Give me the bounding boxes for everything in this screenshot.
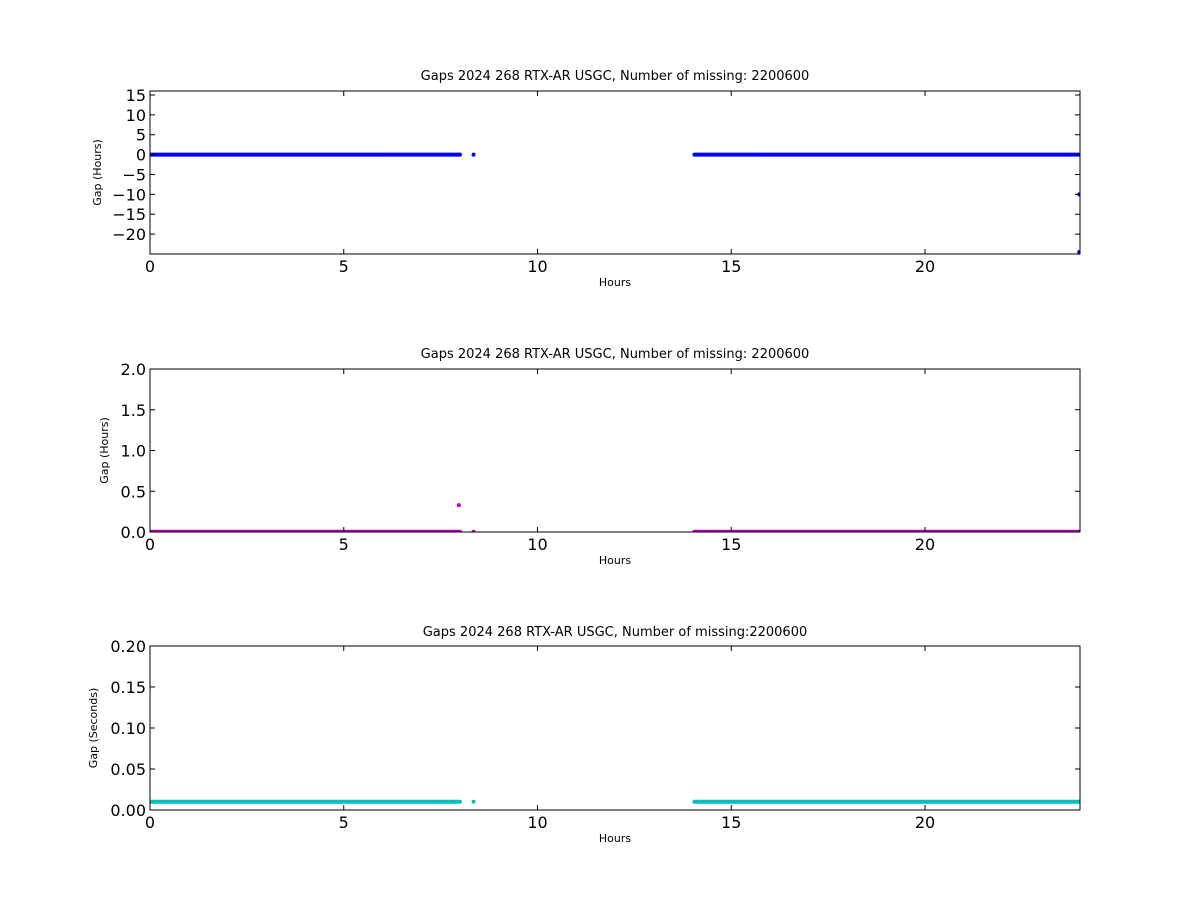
x-axis-label: Hours: [599, 832, 631, 845]
x-tick-label: 10: [527, 813, 547, 832]
y-tick-label: −5: [122, 165, 146, 184]
x-tick-label: 0: [145, 535, 155, 554]
y-tick-label: −15: [112, 205, 146, 224]
y-tick-label: 0.00: [110, 801, 146, 820]
y-tick-label: 5: [136, 126, 146, 145]
plot-frame: [149, 645, 1081, 811]
y-tick-label: 10: [126, 106, 146, 125]
y-tick-label: 0.05: [110, 760, 146, 779]
chart-title: Gaps 2024 268 RTX-AR USGC, Number of mis…: [421, 69, 810, 84]
data-series: [150, 503, 1080, 532]
data-point-2: [471, 529, 476, 532]
y-tick-label: 1.0: [121, 442, 146, 461]
y-tick-label: 0.0: [121, 523, 146, 542]
y-tick-label: 0: [136, 146, 146, 165]
x-axis-label: Hours: [599, 276, 631, 289]
x-tick-label: 10: [527, 257, 547, 276]
y-tick-label: 0.20: [110, 637, 146, 656]
y-tick-label: −10: [112, 185, 146, 204]
data-point-3: [1077, 250, 1080, 254]
x-tick-label: 0: [145, 813, 155, 832]
y-tick-label: 15: [126, 86, 146, 105]
x-axis-label: Hours: [599, 554, 631, 567]
y-tick-label: 0.10: [110, 719, 146, 738]
x-tick-label: 15: [721, 535, 741, 554]
x-tick-label: 0: [145, 257, 155, 276]
x-tick-label: 20: [915, 535, 935, 554]
data-series: [150, 152, 1080, 254]
x-tick-label: 20: [915, 813, 935, 832]
x-tick-label: 5: [339, 257, 349, 276]
y-tick-label: 1.5: [121, 401, 146, 420]
x-tick-label: 5: [339, 813, 349, 832]
y-axis-label: Gap (Hours): [98, 417, 111, 484]
chart-panel-3: 0 5 10 15 20 0.20 0.15 0.10 0.05 0.00 Gaps 2024 26…: [87, 625, 1081, 845]
plot-frame: [149, 368, 1081, 533]
y-axis-label: Gap (Hours): [91, 139, 104, 206]
x-tick-label: 5: [339, 535, 349, 554]
data-point-1: [456, 503, 461, 508]
chart-title: Gaps 2024 268 RTX-AR USGC, Number of mis…: [423, 625, 808, 640]
plot-frame: [149, 90, 1081, 255]
chart-panel-2: 0 5 10 15 20 2.0 1.5 1.0 0.5 0.0 Gaps 2024 268 RTX…: [98, 347, 1081, 567]
x-tick-label: 10: [527, 535, 547, 554]
y-tick-label: 2.0: [121, 360, 146, 379]
data-series: [150, 799, 1080, 804]
chart-title: Gaps 2024 268 RTX-AR USGC, Number of mis…: [421, 347, 810, 362]
y-tick-label: 0.15: [110, 678, 146, 697]
x-tick-label: 15: [721, 257, 741, 276]
x-tick-label: 15: [721, 813, 741, 832]
data-point-1: [471, 152, 476, 157]
y-tick-label: −20: [112, 225, 146, 244]
x-tick-label: 20: [915, 257, 935, 276]
y-tick-label: 0.5: [121, 482, 146, 501]
y-axis-label: Gap (Seconds): [87, 688, 100, 769]
data-point-1: [471, 799, 476, 804]
